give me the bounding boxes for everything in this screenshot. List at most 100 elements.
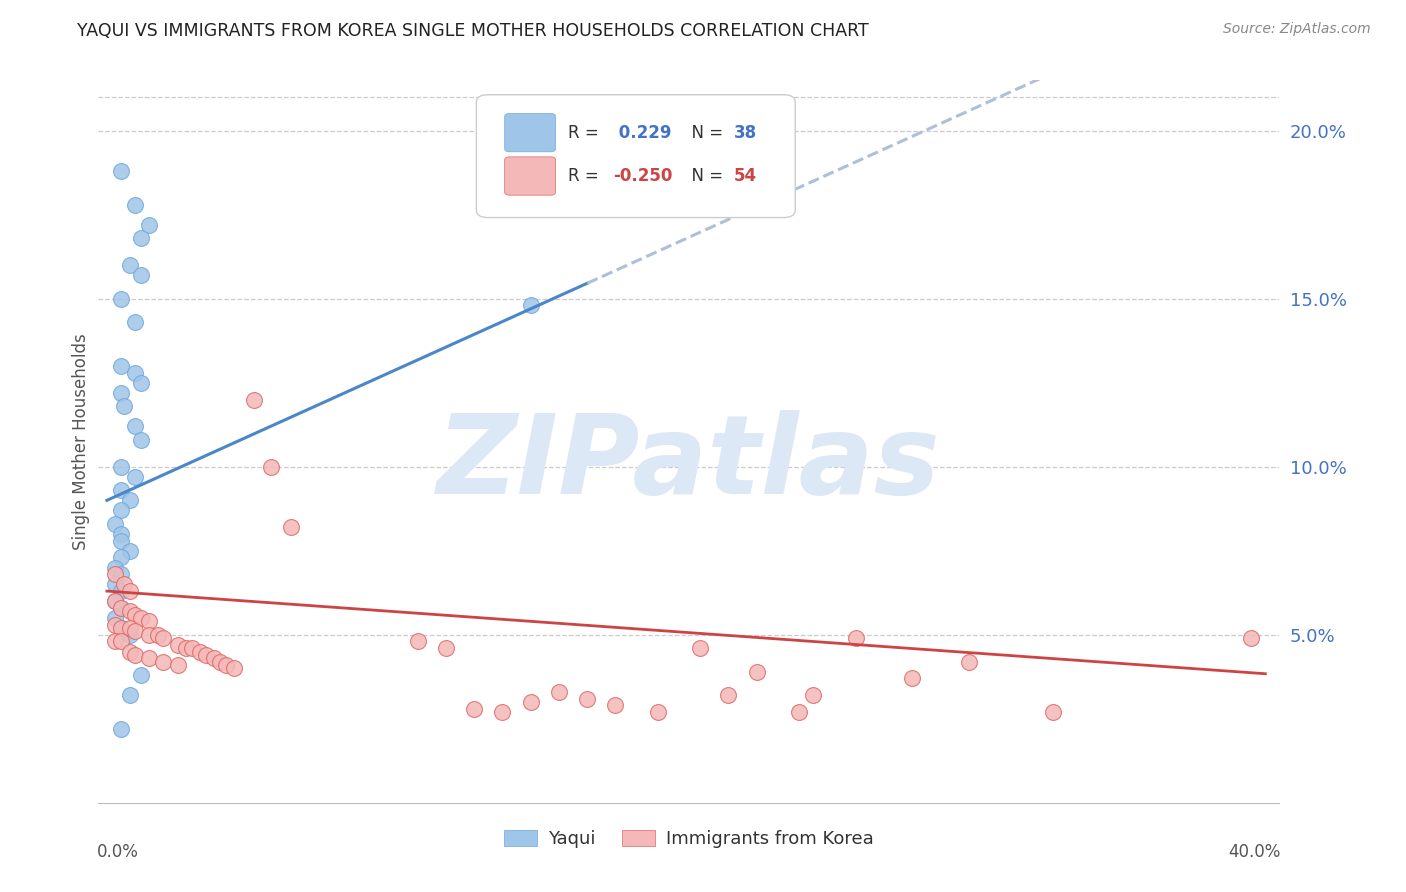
Point [110, 600, 132, 615]
Y-axis label: Single Mother Households: Single Mother Households [72, 334, 90, 549]
Point [104, 560, 127, 574]
Point [519, 298, 541, 312]
Point [124, 648, 146, 662]
Point [129, 268, 152, 283]
FancyBboxPatch shape [505, 113, 555, 152]
Point [110, 483, 132, 498]
Point [717, 688, 740, 702]
Point [180, 641, 202, 656]
Point [110, 527, 132, 541]
Text: 0.229: 0.229 [613, 124, 672, 142]
Point [194, 648, 217, 662]
Text: YAQUI VS IMMIGRANTS FROM KOREA SINGLE MOTHER HOUSEHOLDS CORRELATION CHART: YAQUI VS IMMIGRANTS FROM KOREA SINGLE MO… [77, 22, 869, 40]
Point [104, 634, 127, 648]
Point [129, 668, 152, 682]
Point [166, 658, 188, 673]
Point [129, 433, 152, 447]
Text: R =: R = [568, 124, 605, 142]
Text: ZIPatlas: ZIPatlas [437, 409, 941, 516]
Point [166, 638, 188, 652]
FancyBboxPatch shape [477, 95, 796, 218]
Point [104, 567, 127, 582]
Point [110, 567, 132, 582]
Point [138, 218, 160, 232]
Point [1240, 631, 1263, 645]
Point [110, 503, 132, 517]
Point [745, 665, 768, 679]
Point [118, 604, 141, 618]
Point [118, 543, 141, 558]
Point [647, 705, 669, 719]
Point [214, 658, 236, 673]
Point [243, 392, 266, 407]
Point [129, 231, 152, 245]
Point [118, 258, 141, 272]
Point [110, 634, 132, 648]
Point [104, 516, 127, 531]
Point [129, 376, 152, 390]
Point [118, 493, 141, 508]
Point [152, 655, 174, 669]
Point [406, 634, 429, 648]
Point [112, 399, 135, 413]
Point [689, 641, 711, 656]
Point [1042, 705, 1064, 719]
Text: 38: 38 [734, 124, 756, 142]
Point [174, 641, 197, 656]
Point [118, 628, 141, 642]
Point [152, 631, 174, 645]
Point [138, 628, 160, 642]
Point [104, 611, 127, 625]
Point [110, 550, 132, 565]
Point [901, 672, 924, 686]
Text: 54: 54 [734, 167, 756, 185]
Point [129, 611, 152, 625]
Point [110, 584, 132, 599]
Point [118, 621, 141, 635]
Point [124, 607, 146, 622]
Point [548, 685, 571, 699]
Text: N =: N = [681, 167, 728, 185]
Point [104, 594, 127, 608]
Point [104, 577, 127, 591]
Point [222, 661, 245, 675]
Point [110, 359, 132, 373]
Point [280, 520, 302, 534]
Legend: Yaqui, Immigrants from Korea: Yaqui, Immigrants from Korea [498, 822, 880, 855]
Point [118, 688, 141, 702]
Point [110, 621, 132, 635]
Point [118, 584, 141, 599]
Point [576, 691, 599, 706]
Point [110, 621, 132, 635]
Point [124, 419, 146, 434]
Point [110, 292, 132, 306]
Point [110, 722, 132, 736]
Point [124, 624, 146, 639]
Point [787, 705, 810, 719]
Point [202, 651, 225, 665]
Point [124, 197, 146, 211]
Point [104, 594, 127, 608]
Point [110, 385, 132, 400]
Point [491, 705, 513, 719]
Point [124, 315, 146, 329]
Point [138, 615, 160, 629]
Point [208, 655, 231, 669]
Text: Source: ZipAtlas.com: Source: ZipAtlas.com [1223, 22, 1371, 37]
Text: 40.0%: 40.0% [1229, 843, 1281, 861]
Point [605, 698, 627, 713]
Point [110, 600, 132, 615]
Text: N =: N = [681, 124, 728, 142]
Point [124, 470, 146, 484]
Point [260, 459, 283, 474]
Text: -0.250: -0.250 [613, 167, 672, 185]
Point [519, 695, 541, 709]
Point [110, 164, 132, 178]
Point [118, 644, 141, 658]
Point [104, 617, 127, 632]
Text: 0.0%: 0.0% [97, 843, 139, 861]
Point [845, 631, 868, 645]
Point [124, 366, 146, 380]
Point [463, 702, 485, 716]
Point [188, 644, 211, 658]
